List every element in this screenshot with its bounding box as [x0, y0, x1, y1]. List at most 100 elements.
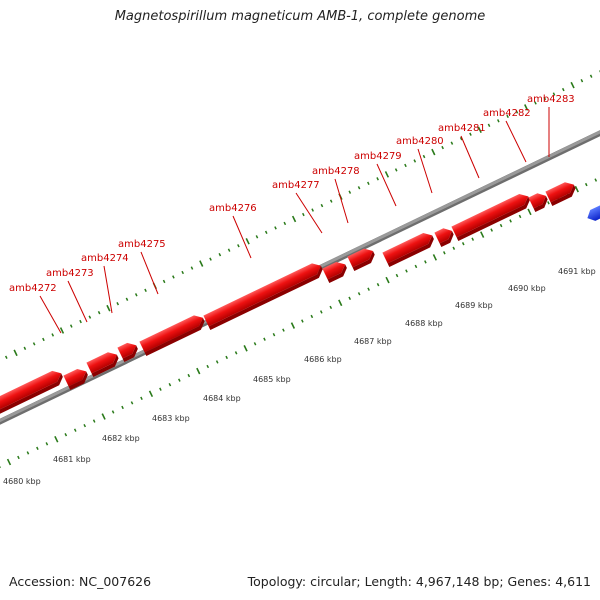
inner-tick [140, 396, 143, 401]
gene-arrow[interactable] [63, 366, 90, 391]
inner-tick [518, 214, 522, 219]
outer-tick [431, 148, 436, 156]
gene-arrow[interactable] [203, 260, 325, 331]
inner-tick [73, 428, 77, 432]
gene-label-amb4282[interactable]: amb4282 [483, 108, 531, 119]
inner-tick [301, 319, 304, 323]
inner-tick [101, 413, 106, 420]
gene-arrow[interactable] [545, 179, 578, 207]
inner-tick [480, 231, 485, 238]
inner-tick [574, 185, 579, 193]
gene-label-amb4278[interactable]: amb4278 [312, 166, 360, 177]
gene-label-amb4272[interactable]: amb4272 [9, 283, 57, 294]
gene-arrow[interactable] [117, 340, 140, 363]
gene-label-amb4281[interactable]: amb4281 [438, 123, 486, 134]
outer-tick [88, 315, 92, 319]
kbp-label: 4691 kbp [558, 267, 596, 276]
gene-arrow[interactable] [322, 259, 349, 284]
kbp-label: 4686 kbp [304, 355, 342, 364]
gene-label-amb4273[interactable]: amb4273 [46, 268, 94, 279]
gene-label-amb4277[interactable]: amb4277 [272, 180, 320, 191]
inner-tick [452, 246, 456, 250]
inner-tick [319, 310, 323, 314]
gene-arrow-depth [439, 230, 454, 248]
gene-label-connector [67, 280, 88, 323]
outer-tick [264, 230, 268, 235]
gene-arrow-depth [387, 235, 434, 268]
gene-label-amb4276[interactable]: amb4276 [209, 203, 257, 214]
outer-tick [51, 333, 55, 337]
inner-tick [6, 458, 12, 466]
gene-label-amb4279[interactable]: amb4279 [354, 151, 402, 162]
gene-arrow-body [347, 248, 373, 268]
inner-tick-track [0, 178, 598, 468]
kbp-label: 4689 kbp [455, 301, 493, 310]
inner-tick [272, 332, 276, 337]
gene-arrow[interactable] [382, 230, 436, 268]
outer-tick [441, 145, 444, 150]
outer-tick [311, 208, 314, 212]
outer-tick [134, 293, 138, 297]
outer-tick [477, 126, 482, 134]
outer-tick [245, 238, 250, 245]
outer-tick [209, 257, 212, 261]
inner-tick [36, 446, 39, 451]
outer-tick [506, 114, 509, 119]
reverse-gene-arrow-body [587, 197, 600, 221]
outer-tick [302, 212, 305, 217]
gene-arrow-body [528, 193, 546, 209]
inner-tick [17, 455, 20, 460]
gene-arrow-body [203, 263, 321, 327]
gene-arrow[interactable] [86, 349, 121, 378]
gene-arrow[interactable] [0, 368, 65, 415]
gene-arrow[interactable] [528, 190, 550, 213]
outer-tick [227, 248, 231, 252]
kbp-label: 4690 kbp [508, 284, 546, 293]
reverse-gene-arrow[interactable] [585, 197, 600, 224]
inner-tick [253, 342, 257, 346]
outer-tick [190, 266, 194, 270]
outer-tick [561, 87, 565, 92]
outer-tick [496, 119, 500, 123]
inner-tick [26, 451, 30, 455]
outer-tick [580, 79, 584, 83]
kbp-label: 4683 kbp [152, 414, 190, 423]
gene-arrow-body [63, 368, 87, 387]
inner-tick [432, 254, 437, 261]
inner-tick [357, 292, 361, 296]
kbp-label: 4681 kbp [53, 455, 91, 464]
outer-tick [218, 252, 222, 257]
gene-label-amb4274[interactable]: amb4274 [81, 253, 129, 264]
outer-tick [384, 171, 390, 178]
inner-tick [243, 345, 248, 352]
inner-tick [178, 378, 181, 382]
outer-tick [125, 297, 129, 301]
kbp-label: 4685 kbp [253, 375, 291, 384]
outer-tick [42, 337, 45, 342]
gene-arrow-body [0, 370, 62, 411]
gene-label-amb4283[interactable]: amb4283 [527, 94, 575, 105]
outer-tick [32, 342, 36, 346]
outer-tick [487, 123, 491, 127]
inner-tick [215, 360, 219, 364]
gene-arrow-depth [122, 345, 138, 363]
gene-arrow[interactable] [451, 191, 532, 242]
gene-arrow-body [117, 342, 137, 359]
gene-label-amb4280[interactable]: amb4280 [396, 136, 444, 147]
outer-tick [534, 101, 537, 105]
outer-tick [13, 349, 18, 357]
gene-arrow[interactable] [347, 246, 377, 272]
outer-tick [589, 74, 593, 78]
gene-label-connector [334, 178, 349, 224]
gene-arrow-body [382, 232, 433, 264]
inner-tick [206, 364, 210, 369]
gene-arrow[interactable] [434, 225, 456, 248]
gene-label-amb4275[interactable]: amb4275 [118, 239, 166, 250]
gene-arrow[interactable] [139, 312, 207, 357]
inner-tick [594, 178, 598, 182]
outer-tick [199, 260, 204, 267]
outer-tick [4, 355, 8, 359]
outer-tick [469, 132, 472, 136]
gene-arrow-depth [352, 250, 375, 272]
inner-tick [471, 237, 475, 241]
